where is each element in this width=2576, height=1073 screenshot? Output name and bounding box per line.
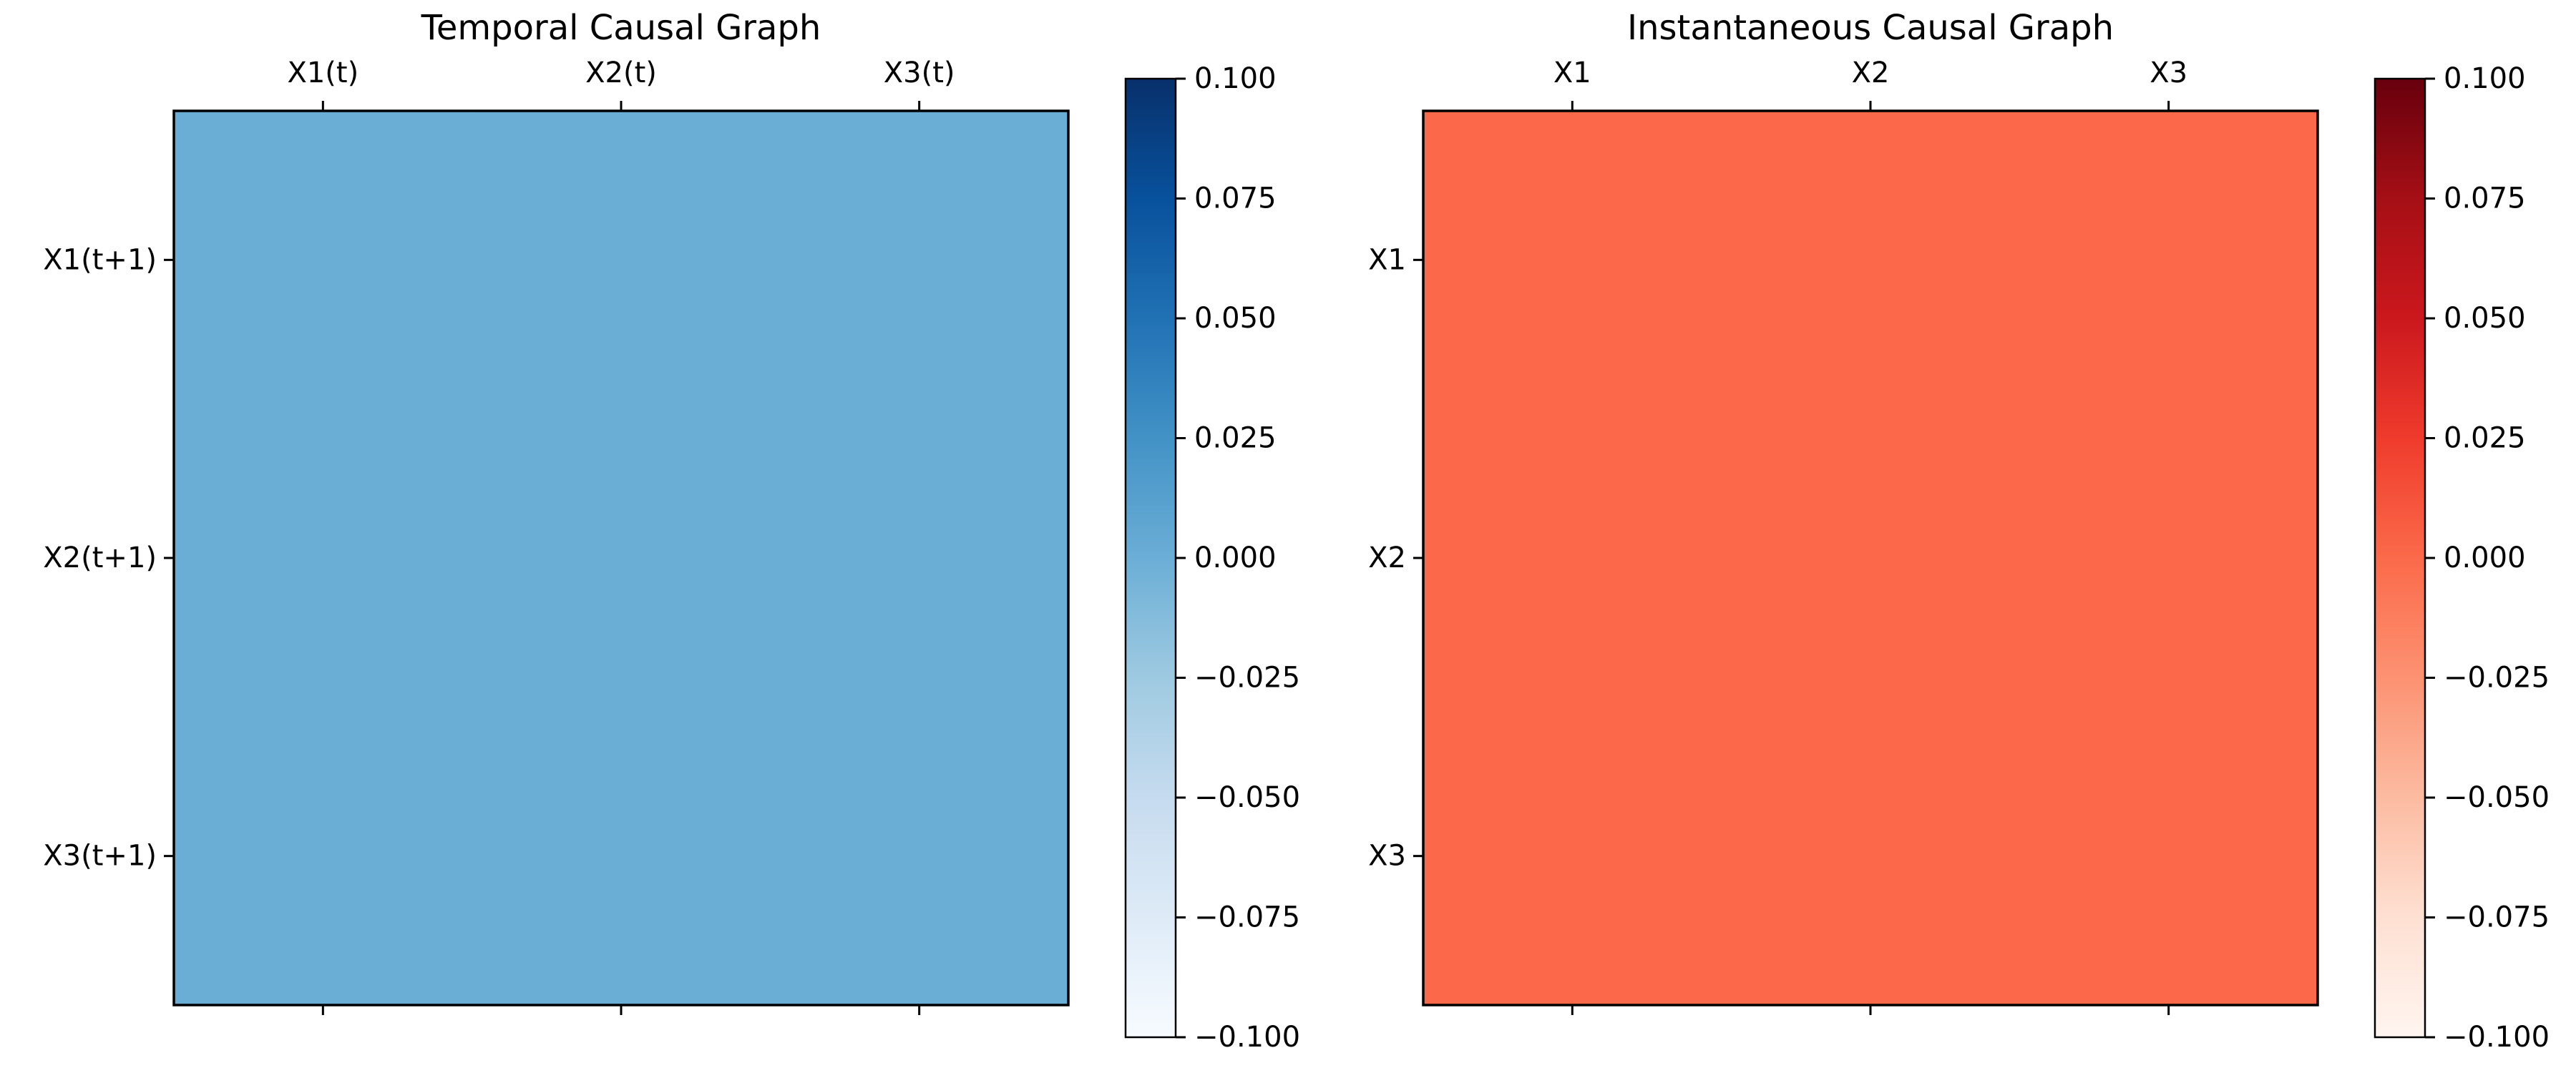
y-axis-ticks: X1 X2 X3 (1368, 243, 1423, 873)
colorbar-tick-label: 0.050 (1194, 302, 1277, 335)
heatmap-cell (1721, 707, 2020, 1006)
chart-title: Instantaneous Causal Graph (1627, 8, 2114, 48)
heatmap-cell (472, 111, 771, 410)
heatmap-cell (2019, 408, 2318, 707)
x-tick-label: X3(t) (884, 57, 955, 89)
heatmap-cell (770, 707, 1069, 1006)
heatmap-cells (1423, 111, 2318, 1006)
y-tick-label: X2 (1368, 542, 1406, 574)
heatmap-cell (2019, 707, 2318, 1006)
y-axis-ticks: X1(t+1) X2(t+1) X3(t+1) (43, 243, 174, 873)
heatmap-cell (2019, 111, 2318, 410)
y-tick-label: X1(t+1) (43, 243, 157, 276)
x-axis-ticks: X1(t) X2(t) X3(t) (287, 57, 955, 1015)
colorbar-tick-label: −0.025 (1194, 662, 1300, 695)
colorbar-tick-label: 0.000 (1194, 542, 1277, 574)
heatmap-cells (174, 111, 1069, 1006)
x-tick-label: X1(t) (287, 57, 358, 89)
x-axis-ticks: X1 X2 X3 (1553, 57, 2187, 1015)
colorbar-tick-label: 0.025 (2444, 422, 2526, 455)
heatmap-cell (174, 408, 473, 707)
heatmap-cell (770, 408, 1069, 707)
y-tick-label: X1 (1368, 243, 1406, 276)
heatmap-cell (1423, 111, 1722, 410)
heatmap-cell (1721, 408, 2020, 707)
heatmap-cell (472, 707, 771, 1006)
colorbar-tick-label: −0.050 (1194, 781, 1300, 814)
x-tick-label: X1 (1553, 57, 1591, 89)
x-tick-label: X3 (2150, 57, 2187, 89)
colorbar-tick-label: −0.100 (2444, 1021, 2550, 1054)
colorbar-tick-label: 0.075 (1194, 182, 1277, 215)
colorbar: 0.100 0.075 0.050 0.025 0.000 −0.025 −0.050 −0.… (1124, 62, 1300, 1054)
colorbar-tick-label: −0.075 (2444, 901, 2550, 934)
instantaneous-causal-graph-panel: Instantaneous Causal Graph X1 X2 X3 X1 X2 X3… (1368, 8, 2550, 1054)
colorbar-gradient (2375, 79, 2425, 1037)
colorbar-tick-label: 0.025 (1194, 422, 1277, 455)
heatmap-cell (770, 111, 1069, 410)
colorbar-tick-label: 0.000 (2444, 542, 2526, 574)
heatmap-cell (1423, 707, 1722, 1006)
colorbar-tick-label: −0.025 (2444, 662, 2550, 695)
temporal-causal-graph-panel: Temporal Causal Graph X1(t) X2(t) X3(t) X1… (43, 8, 1300, 1054)
x-tick-label: X2 (1852, 57, 1890, 89)
heatmap-cell (1721, 111, 2020, 410)
colorbar-gradient (1126, 79, 1176, 1037)
heatmap-cell (1423, 408, 1722, 707)
colorbar: 0.100 0.075 0.050 0.025 0.000 −0.025 −0.050 −0.… (2373, 62, 2550, 1054)
y-tick-label: X3 (1368, 840, 1406, 873)
colorbar-tick-label: 0.100 (2444, 62, 2526, 95)
colorbar-tick-label: −0.050 (2444, 781, 2550, 814)
heatmap-cell (472, 408, 771, 707)
heatmap-cell (174, 707, 473, 1006)
heatmap-cell (174, 111, 473, 410)
colorbar-tick-label: 0.050 (2444, 302, 2526, 335)
colorbar-tick-label: −0.075 (1194, 901, 1300, 934)
colorbar-tick-label: 0.075 (2444, 182, 2526, 215)
y-tick-label: X3(t+1) (43, 840, 157, 873)
x-tick-label: X2(t) (585, 57, 657, 89)
colorbar-tick-label: 0.100 (1194, 62, 1277, 95)
colorbar-tick-label: −0.100 (1194, 1021, 1300, 1054)
y-tick-label: X2(t+1) (43, 542, 157, 574)
chart-title: Temporal Causal Graph (421, 8, 821, 48)
